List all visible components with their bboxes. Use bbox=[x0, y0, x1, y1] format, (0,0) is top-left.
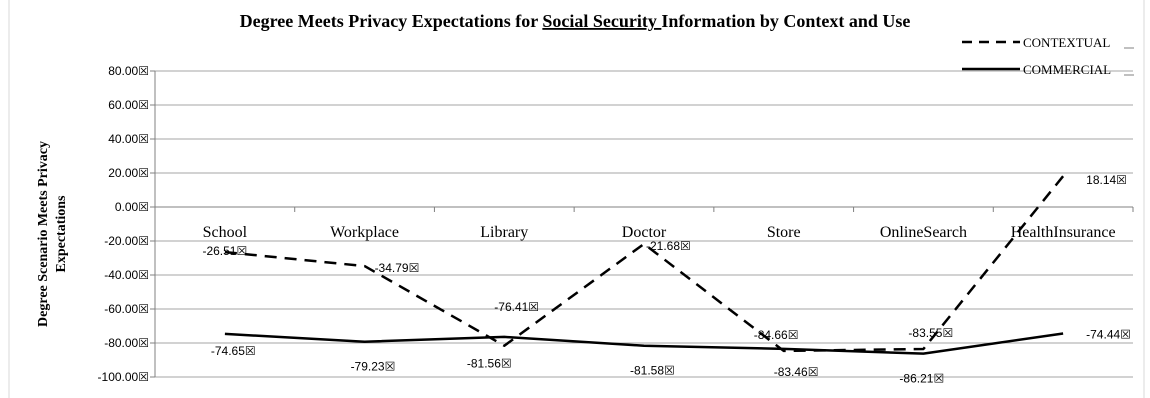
y-axis-title-line: Expectations bbox=[54, 195, 69, 273]
data-label-commercial: -74.65☒ bbox=[211, 344, 256, 358]
data-label-commercial: -83.46☒ bbox=[774, 365, 819, 379]
y-tick-label: -60.00☒ bbox=[104, 302, 149, 316]
y-axis-title-line: Degree Scenario Meets Privacy bbox=[36, 141, 51, 327]
series-lines bbox=[224, 175, 1065, 355]
data-labels: -26.51☒ -34.79☒ -81.56☒ -21.68☒ -84.66☒ -83.5… bbox=[202, 173, 1130, 385]
y-tick-labels: 80.00☒ 60.00☒ 40.00☒ 20.00☒ 0.00☒ -20.00☒ -40.… bbox=[98, 64, 149, 384]
series-line-contextual bbox=[224, 175, 1065, 353]
series-line-commercial bbox=[224, 332, 1064, 355]
legend-label-commercial: COMMERCIAL bbox=[1023, 62, 1111, 77]
title-part-3: Information by Context and Use bbox=[661, 11, 910, 31]
data-label-commercial: -74.44☒ bbox=[1086, 328, 1131, 342]
category-labels: School Workplace Library Doctor Store OnlineS… bbox=[203, 224, 1116, 241]
chart-title-text: Degree Meets Privacy Expectations for So… bbox=[240, 11, 911, 31]
y-tick-label: 0.00☒ bbox=[115, 200, 149, 214]
data-label-contextual: -26.51☒ bbox=[202, 244, 247, 258]
y-tick-label: 20.00☒ bbox=[108, 166, 149, 180]
data-label-contextual: -21.68☒ bbox=[646, 239, 691, 253]
data-label-contextual: 18.14☒ bbox=[1086, 173, 1127, 187]
title-part-underlined: Social Security bbox=[542, 11, 661, 31]
category-label: Library bbox=[480, 224, 528, 241]
data-label-commercial: -81.58☒ bbox=[630, 364, 675, 378]
data-label-commercial: -79.23☒ bbox=[351, 360, 396, 374]
data-label-contextual: -84.66☒ bbox=[754, 328, 799, 342]
y-tick-label: -100.00☒ bbox=[98, 370, 149, 384]
data-label-commercial: -76.41☒ bbox=[494, 300, 539, 314]
category-label: Doctor bbox=[622, 224, 667, 241]
y-tick-label: 60.00☒ bbox=[108, 98, 149, 112]
category-label: Store bbox=[767, 224, 801, 241]
y-tick-label: -40.00☒ bbox=[104, 268, 149, 282]
y-tick-label: 40.00☒ bbox=[108, 132, 149, 146]
category-label: Workplace bbox=[330, 224, 399, 241]
data-label-contextual: -83.55☒ bbox=[908, 326, 953, 340]
y-tick-label: 80.00☒ bbox=[108, 64, 149, 78]
axes bbox=[8, 0, 1145, 398]
legend-label-contextual: CONTEXTUAL bbox=[1023, 35, 1110, 50]
category-label: HealthInsurance bbox=[1011, 224, 1116, 241]
y-axis-title: Degree Scenario Meets Privacy Expectation… bbox=[36, 141, 69, 327]
title-part-1: Degree Meets Privacy Expectations for bbox=[240, 11, 543, 31]
legend: CONTEXTUAL COMMERCIAL bbox=[962, 35, 1134, 77]
data-label-contextual: -81.56☒ bbox=[467, 357, 512, 371]
y-tick-label: -80.00☒ bbox=[104, 336, 149, 350]
chart-title: Degree Meets Privacy Expectations for So… bbox=[240, 11, 911, 31]
data-label-commercial: -86.21☒ bbox=[899, 372, 944, 386]
category-label: OnlineSearch bbox=[880, 224, 967, 241]
category-label: School bbox=[203, 224, 248, 241]
y-tick-label: -20.00☒ bbox=[104, 234, 149, 248]
data-label-contextual: -34.79☒ bbox=[375, 261, 420, 275]
